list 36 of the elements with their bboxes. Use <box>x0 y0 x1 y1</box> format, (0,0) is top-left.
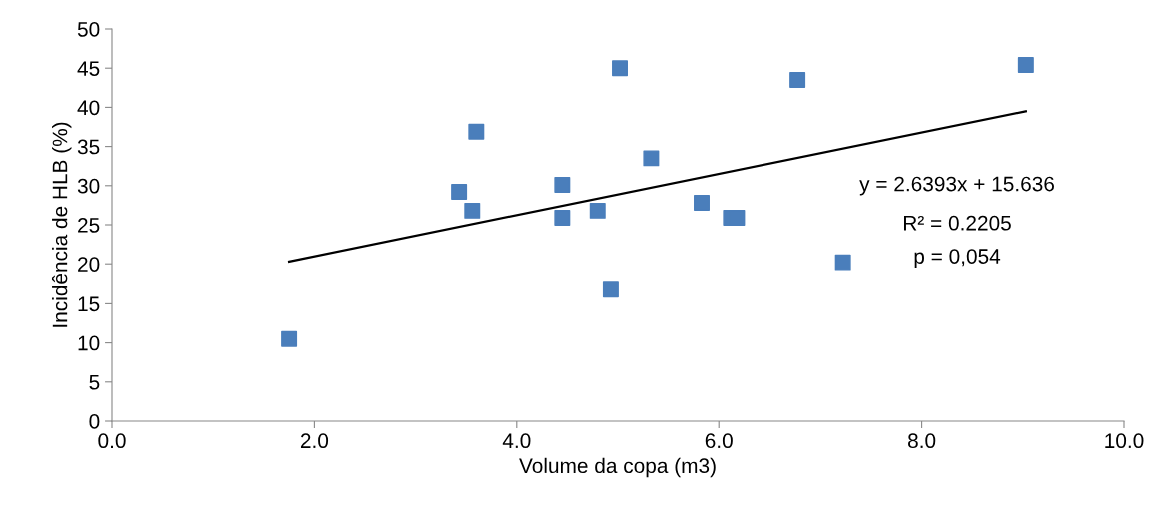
point <box>612 60 629 77</box>
y-tick-label: 20 <box>78 257 100 272</box>
y-tick-label: 40 <box>77 100 100 116</box>
point <box>643 150 660 167</box>
y-tick-label: 50 <box>77 22 100 37</box>
y-tick-label: 25 <box>78 218 100 233</box>
point <box>602 281 619 298</box>
y-tick-label: 35 <box>77 139 100 155</box>
point <box>1017 57 1034 74</box>
point <box>464 202 481 219</box>
point <box>834 254 851 271</box>
y-tick-label: 0 <box>89 414 100 429</box>
point <box>694 195 710 212</box>
point <box>554 177 571 193</box>
point <box>451 184 468 201</box>
annotation: y = 2.6393x + 15.636 <box>859 176 1054 196</box>
point <box>789 71 806 88</box>
x-tick-label: 0.0 <box>98 433 126 449</box>
x-tick-label: 2.0 <box>300 433 329 449</box>
annotation: R² = 0.2205 <box>904 215 1011 231</box>
point <box>554 209 571 226</box>
y-tick-label: 10 <box>78 335 100 351</box>
y-tick-label: 30 <box>77 178 100 194</box>
y-axis-title: Incidência de HLB (%) <box>51 122 72 327</box>
x-tick-label: 10.0 <box>1105 433 1144 449</box>
annotation: p = 0,054 <box>914 249 1001 269</box>
point <box>281 330 298 347</box>
y-tick-label: 5 <box>89 375 100 390</box>
x-tick-label: 4.0 <box>502 433 531 449</box>
x-tick-label: 8.0 <box>908 433 936 449</box>
point <box>589 202 606 219</box>
point <box>468 123 485 140</box>
y-tick-label: 45 <box>77 61 100 76</box>
y-tick-label: 15 <box>78 296 100 312</box>
x-tick-label: 6.0 <box>705 433 733 449</box>
x-axis-title: Volume da copa (m3) <box>519 457 716 478</box>
